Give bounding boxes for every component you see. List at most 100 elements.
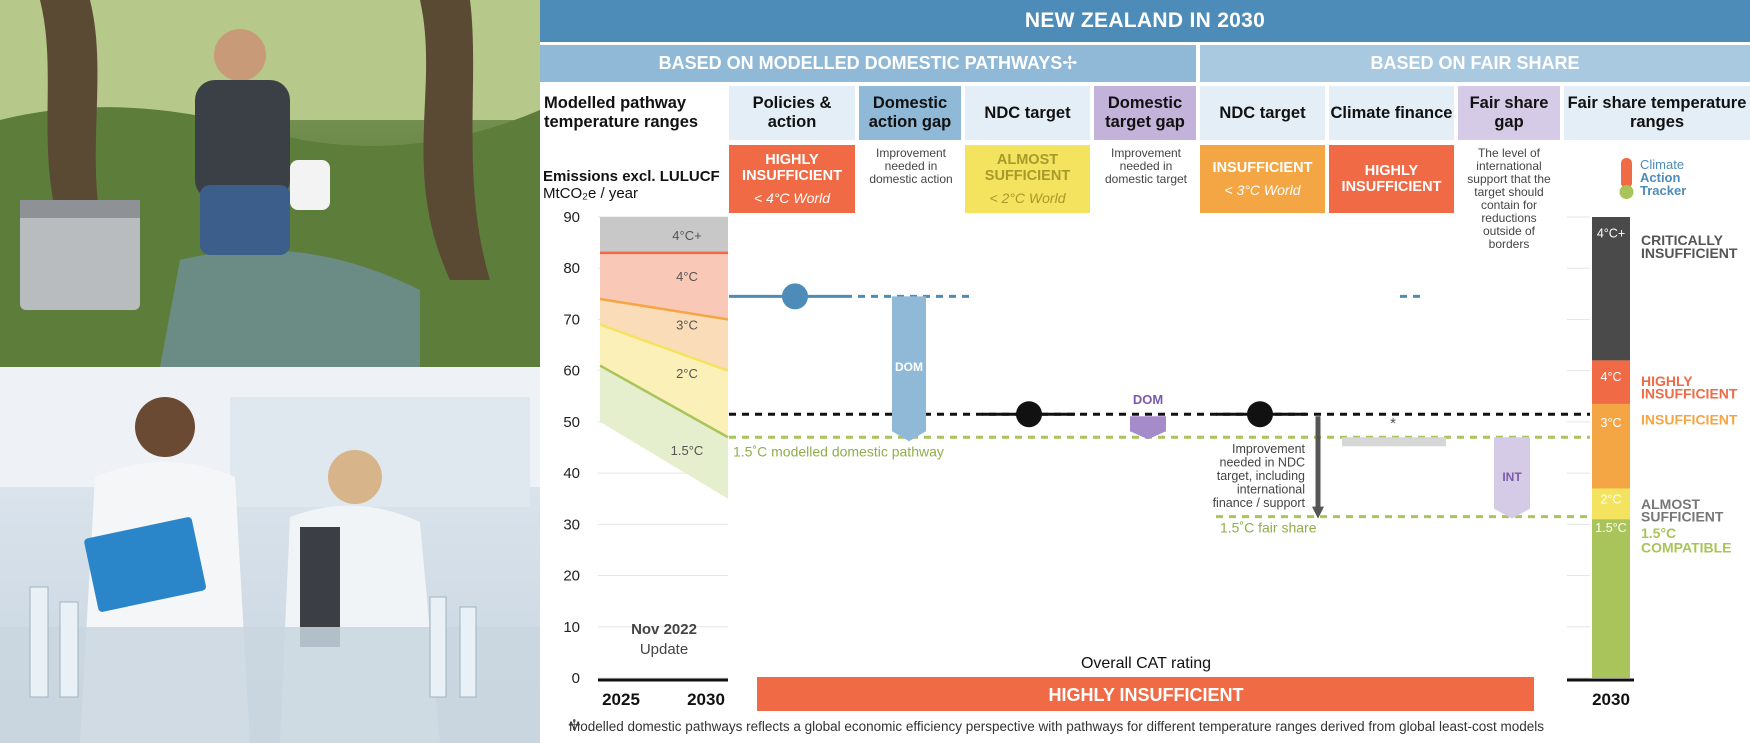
update-label: Update (640, 641, 688, 658)
policies-rating-world: < 4°C World (753, 190, 830, 206)
lab-scientists-photo (0, 367, 540, 743)
thermometer-bulb (1619, 185, 1634, 199)
modelled-band-0 (600, 217, 728, 253)
ndc-point-fair (1247, 401, 1273, 428)
ndc-domestic-rating-label: ALMOST SUFFICIENT (984, 152, 1071, 184)
dom-target-gap-label: DOM (1133, 392, 1163, 407)
fair-rating-label: CRITICALLY (1641, 232, 1724, 248)
col-fair-share-gap: Fair share gap (1458, 86, 1560, 140)
logo-line2: Action (1640, 170, 1681, 185)
fair-band-label: 4°C (1601, 370, 1622, 384)
y-tick-label: 0 (572, 670, 580, 687)
fair-band-label: 2°C (1601, 493, 1622, 507)
y-tick-label: 60 (563, 363, 580, 380)
fair-rating-label: ALMOST (1641, 496, 1701, 512)
climate-finance-rating: HIGHLY INSUFFICIENT (1329, 145, 1454, 213)
fair-share-gap-arrow (1494, 437, 1530, 519)
fair-rating-label: SUFFICIENT (1641, 509, 1724, 525)
modelled-label: 2°C (676, 366, 698, 381)
overall-caption: Overall CAT rating (1081, 655, 1211, 672)
fair-rating-label: INSUFFICIENT (1641, 411, 1738, 427)
domestic-pathways-header: BASED ON MODELLED DOMESTIC PATHWAYS✢ (540, 45, 1196, 82)
modelled-label: 4°C (676, 269, 698, 284)
domestic-target-gap-note: Improvement needed in domestic target (1104, 146, 1188, 186)
fair-share-gap-note: The level of international support that … (1467, 146, 1551, 251)
y-axis-unit: MtCO₂e / year (543, 185, 638, 202)
thermometer-icon (1621, 158, 1632, 188)
policies-rating-label: HIGHLY INSUFFICIENT (742, 152, 842, 184)
col-ndc-target-domestic: NDC target (965, 86, 1090, 140)
fair-band-label: 3°C (1601, 416, 1622, 430)
fair-band-label: 1.5°C (1595, 521, 1626, 535)
fair-pathway-label: 1.5˚C fair share (1220, 520, 1317, 536)
modelled-band-3 (600, 324, 728, 438)
cross-icon: ✢ (568, 717, 581, 734)
x-label-start: 2025 (602, 690, 640, 709)
modelled-band-4 (600, 365, 728, 499)
update-date: Nov 2022 (631, 621, 697, 638)
dom-gap-label: DOM (895, 360, 923, 374)
improvement-note-line: target, including (1217, 469, 1305, 483)
y-tick-label: 20 (563, 568, 580, 585)
ndc-domestic-rating: ALMOST SUFFICIENT < 2°C World (965, 145, 1090, 213)
col-climate-finance: Climate finance (1329, 86, 1454, 140)
ndc-fair-rating-world: < 3°C World (1224, 182, 1301, 198)
fair-rating-label: INSUFFICIENT (1641, 386, 1738, 402)
ndc-domestic-rating-world: < 2°C World (989, 190, 1066, 206)
fair-rating-label: COMPATIBLE (1641, 539, 1731, 555)
fair-band-1 (1592, 360, 1630, 404)
modelled-label: 3°C (676, 318, 698, 333)
x-label-fair: 2030 (1592, 690, 1630, 709)
col-ndc-target-fair: NDC target (1200, 86, 1325, 140)
fair-band-label: 4°C+ (1597, 226, 1625, 240)
logo-line1: Climate (1640, 157, 1684, 172)
policies-rating: HIGHLY INSUFFICIENT < 4°C World (729, 145, 855, 213)
finance-asterisk: * (1390, 415, 1396, 432)
y-tick-label: 40 (563, 465, 580, 482)
col-domestic-action-gap: Domestic action gap (859, 86, 961, 140)
fair-band-2 (1592, 403, 1630, 489)
domestic-target-gap-arrow (1130, 416, 1166, 440)
improvement-arrowhead (1312, 506, 1324, 519)
domestic-action-gap-note: Improvement needed in domestic action (869, 146, 953, 186)
fair-rating-label: HIGHLY (1641, 373, 1693, 389)
int-gap-label: INT (1502, 470, 1522, 484)
y-tick-label: 50 (563, 414, 580, 431)
domestic-action-gap-arrow (892, 296, 926, 442)
modelled-boundary-3 (599, 323, 729, 372)
col-modelled-ranges: Modelled pathway temperature ranges (544, 94, 699, 131)
y-tick-label: 10 (563, 619, 580, 636)
col-domestic-target-gap: Domestic target gap (1094, 86, 1196, 140)
ndc-point-domestic (1016, 401, 1042, 428)
ndc-fair-rating: INSUFFICIENT < 3°C World (1200, 145, 1325, 213)
fair-band-0 (1592, 217, 1630, 361)
fair-rating-label: INSUFFICIENT (1641, 245, 1738, 261)
climate-finance-rating-label: HIGHLY INSUFFICIENT (1341, 163, 1442, 195)
overall-rating-bar (757, 677, 1534, 711)
y-tick-label: 90 (563, 209, 580, 226)
modelled-band-2 (600, 298, 728, 371)
fair-band-4 (1592, 519, 1630, 678)
footnote: Modelled domestic pathways reflects a gl… (569, 719, 1544, 734)
y-tick-label: 30 (563, 516, 580, 533)
improvement-note-line: Improvement (1232, 442, 1305, 456)
col-policies-action: Policies & action (729, 86, 855, 140)
modelled-label: 1.5°C (671, 443, 704, 458)
y-axis-title: Emissions excl. LULUCF (543, 168, 720, 185)
logo-line3: Tracker (1640, 183, 1686, 198)
modelled-boundary-2 (599, 297, 729, 321)
col-fair-share-ranges: Fair share temperature ranges (1564, 86, 1750, 140)
fair-share-header: BASED ON FAIR SHARE (1200, 45, 1750, 82)
page-title: NEW ZEALAND IN 2030 (540, 0, 1750, 42)
improvement-note-line: needed in NDC (1220, 455, 1305, 469)
fair-rating-label: 1.5°C (1641, 525, 1676, 541)
field-scientist-photo (0, 0, 540, 367)
y-tick-label: 80 (563, 260, 580, 277)
y-tick-label: 70 (563, 311, 580, 328)
climate-finance-bar (1342, 437, 1446, 447)
modelled-band-1 (600, 252, 728, 320)
improvement-note-line: finance / support (1213, 496, 1306, 510)
policies-point (782, 283, 808, 310)
domestic-pathway-label: 1.5˚C modelled domestic pathway (733, 443, 944, 459)
